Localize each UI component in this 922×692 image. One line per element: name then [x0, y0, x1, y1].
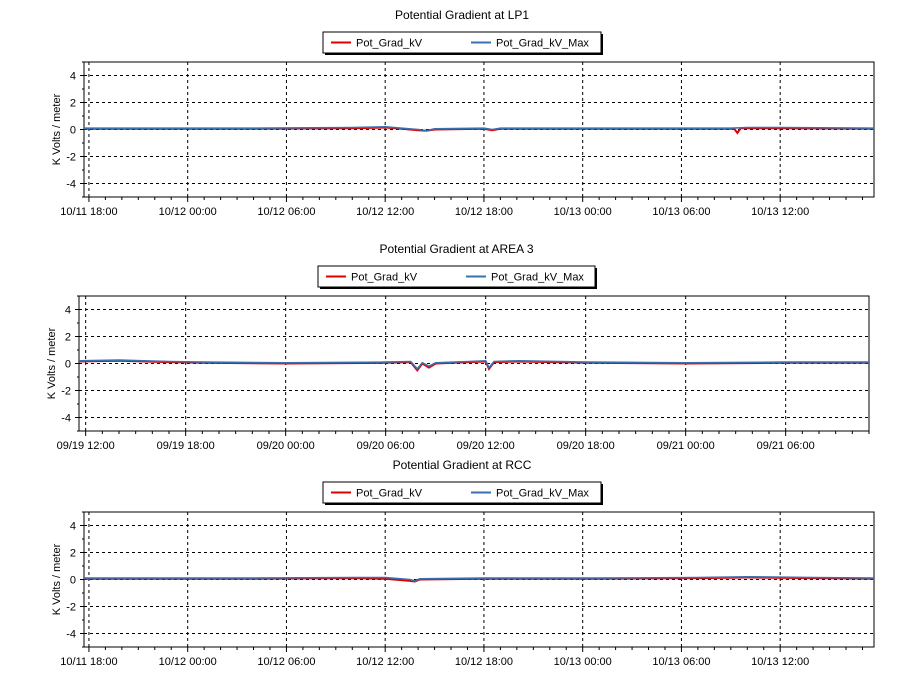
x-tick-label: 10/13 06:00 — [652, 656, 710, 668]
legend-label-2: Pot_Grad_kV_Max — [496, 488, 589, 500]
x-tick-label: 09/21 00:00 — [657, 440, 715, 452]
chart-title: Potential Gradient at LP1 — [395, 8, 529, 22]
x-tick-label: 09/20 06:00 — [357, 440, 415, 452]
x-tick-label: 10/13 12:00 — [751, 656, 809, 668]
legend-box — [317, 265, 596, 288]
series-line-pot-grad-kv-max — [78, 359, 869, 371]
x-tick-label: 10/13 12:00 — [751, 206, 809, 218]
x-tick-label: 10/12 12:00 — [356, 656, 414, 668]
y-tick-label: 0 — [65, 359, 71, 371]
legend: Pot_Grad_kV Pot_Grad_kV_Max — [322, 31, 603, 55]
legend: Pot_Grad_kV Pot_Grad_kV_Max — [317, 265, 597, 289]
x-tick-label: 10/12 18:00 — [455, 206, 513, 218]
x-tick-label: 10/11 18:00 — [60, 656, 117, 668]
x-tick-label: 10/12 06:00 — [257, 656, 315, 668]
y-axis-label: K Volts / meter — [51, 93, 63, 165]
x-tick-label: 10/12 00:00 — [159, 206, 217, 218]
chart-title: Potential Gradient at RCC — [393, 458, 532, 472]
x-tick-label: 09/20 12:00 — [457, 440, 515, 452]
x-tick-label: 10/12 00:00 — [159, 656, 217, 668]
y-axis-label: K Volts / meter — [46, 327, 58, 399]
y-tick-label: -2 — [61, 386, 71, 398]
y-tick-label: -4 — [66, 179, 76, 191]
y-tick-label: 4 — [70, 521, 76, 533]
x-tick-label: 09/19 18:00 — [157, 440, 215, 452]
legend: Pot_Grad_kV Pot_Grad_kV_Max — [322, 481, 603, 505]
y-tick-label: -2 — [66, 152, 76, 164]
y-tick-label: 2 — [65, 332, 71, 344]
x-tick-label: 10/12 06:00 — [257, 206, 315, 218]
x-tick-label: 10/12 12:00 — [356, 206, 414, 218]
y-tick-label: -2 — [66, 602, 76, 614]
x-tick-label: 09/20 00:00 — [257, 440, 315, 452]
series-line-pot-grad-kv-max — [84, 125, 875, 132]
legend-label-1: Pot_Grad_kV — [356, 38, 423, 50]
chart-title: Potential Gradient at AREA 3 — [379, 242, 533, 256]
x-tick-label: 09/21 06:00 — [757, 440, 815, 452]
x-tick-label: 09/20 18:00 — [557, 440, 615, 452]
legend-label-1: Pot_Grad_kV — [351, 272, 418, 284]
legend-box — [322, 31, 602, 54]
x-tick-label: 10/11 18:00 — [60, 206, 117, 218]
legend-label-2: Pot_Grad_kV_Max — [491, 272, 584, 284]
y-tick-label: 0 — [70, 575, 76, 587]
y-tick-label: 4 — [65, 305, 71, 317]
legend-label-1: Pot_Grad_kV — [356, 488, 423, 500]
x-tick-label: 10/13 00:00 — [554, 656, 612, 668]
x-tick-label: 10/12 18:00 — [455, 656, 513, 668]
y-tick-label: -4 — [61, 413, 71, 425]
x-tick-label: 10/13 00:00 — [554, 206, 612, 218]
legend-label-2: Pot_Grad_kV_Max — [496, 38, 589, 50]
y-tick-label: 0 — [70, 125, 76, 137]
y-tick-label: 2 — [70, 548, 76, 560]
y-tick-label: 4 — [70, 71, 76, 83]
y-tick-label: -4 — [66, 629, 76, 641]
x-tick-label: 09/19 12:00 — [57, 440, 115, 452]
series-line-pot-grad-kv-max — [84, 575, 875, 582]
y-axis-label: K Volts / meter — [51, 543, 63, 615]
x-tick-label: 10/13 06:00 — [652, 206, 710, 218]
y-tick-label: 2 — [70, 98, 76, 110]
legend-box — [322, 481, 602, 504]
